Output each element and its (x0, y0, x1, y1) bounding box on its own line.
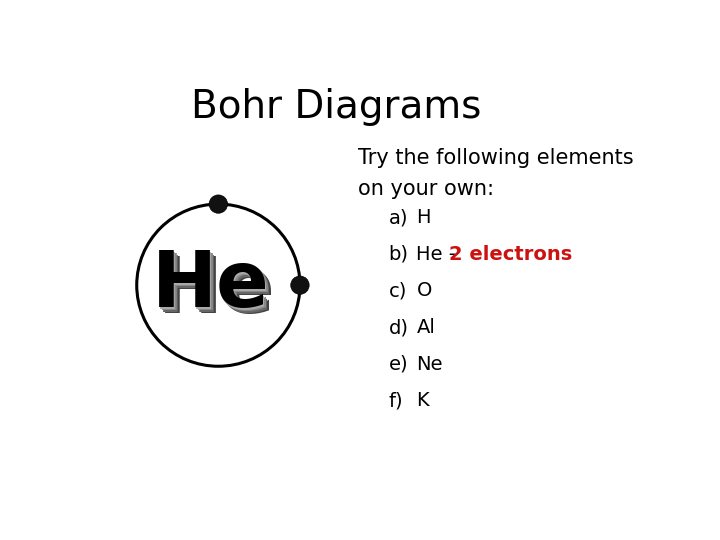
Text: f): f) (389, 391, 403, 410)
Text: He: He (158, 253, 276, 329)
Text: Al: Al (416, 318, 436, 337)
Text: O: O (416, 281, 432, 300)
Text: Try the following elements: Try the following elements (358, 148, 634, 168)
Text: He -: He - (416, 245, 462, 264)
Text: He: He (152, 247, 269, 323)
Text: K: K (416, 391, 429, 410)
Text: Bohr Diagrams: Bohr Diagrams (191, 88, 481, 126)
Text: Ne: Ne (416, 355, 443, 374)
Text: on your own:: on your own: (358, 179, 494, 199)
Text: c): c) (389, 281, 407, 300)
Circle shape (209, 195, 228, 213)
Text: 2 electrons: 2 electrons (449, 245, 572, 264)
Text: He: He (155, 250, 273, 326)
Text: He: He (153, 249, 271, 325)
Circle shape (291, 276, 309, 294)
Text: a): a) (389, 208, 408, 227)
Text: H: H (416, 208, 431, 227)
Text: b): b) (389, 245, 408, 264)
Text: e): e) (389, 355, 408, 374)
Text: d): d) (389, 318, 408, 337)
Text: He: He (156, 252, 274, 328)
